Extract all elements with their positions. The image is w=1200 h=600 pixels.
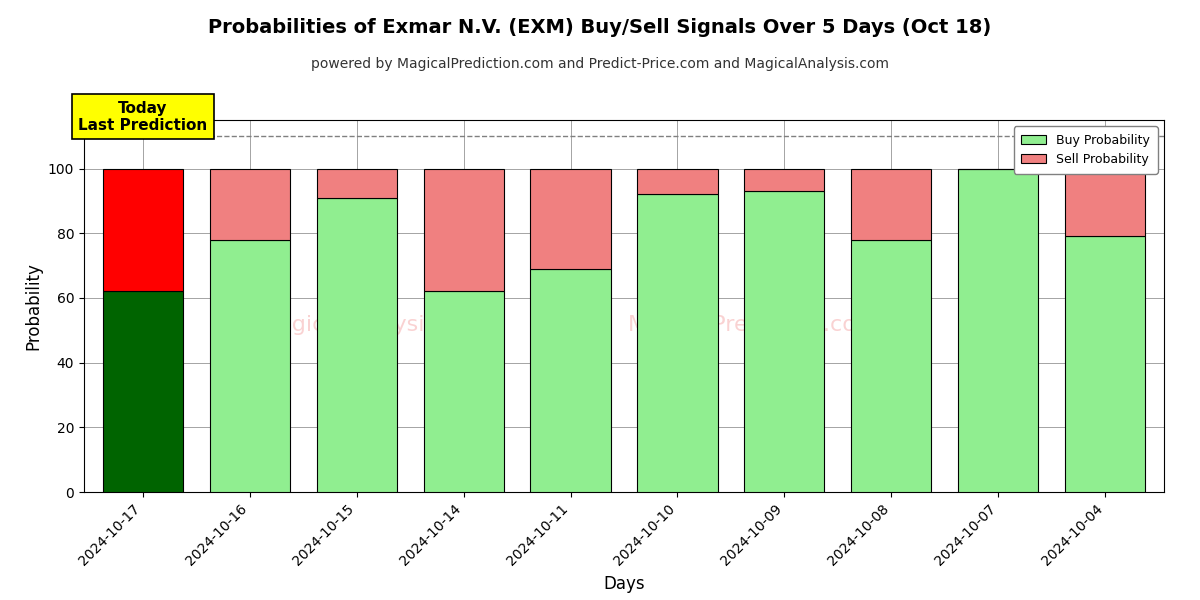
Bar bbox=[210, 239, 290, 492]
Text: MagicalPrediction.com: MagicalPrediction.com bbox=[629, 314, 878, 335]
Bar bbox=[851, 169, 931, 239]
Bar bbox=[103, 169, 182, 292]
Bar bbox=[424, 292, 504, 492]
Bar bbox=[851, 239, 931, 492]
Bar bbox=[317, 197, 397, 492]
Bar bbox=[424, 169, 504, 292]
Bar bbox=[317, 169, 397, 197]
Text: Probabilities of Exmar N.V. (EXM) Buy/Sell Signals Over 5 Days (Oct 18): Probabilities of Exmar N.V. (EXM) Buy/Se… bbox=[209, 18, 991, 37]
Bar bbox=[1066, 236, 1145, 492]
Bar bbox=[103, 292, 182, 492]
Bar bbox=[530, 169, 611, 269]
Text: powered by MagicalPrediction.com and Predict-Price.com and MagicalAnalysis.com: powered by MagicalPrediction.com and Pre… bbox=[311, 57, 889, 71]
Bar bbox=[958, 169, 1038, 492]
Bar bbox=[210, 169, 290, 239]
Text: MagicalAnalysis.com: MagicalAnalysis.com bbox=[259, 314, 492, 335]
Bar bbox=[637, 169, 718, 194]
Legend: Buy Probability, Sell Probability: Buy Probability, Sell Probability bbox=[1014, 126, 1158, 173]
Bar bbox=[1066, 169, 1145, 236]
Bar bbox=[744, 169, 824, 191]
Bar bbox=[744, 191, 824, 492]
Bar bbox=[637, 194, 718, 492]
Bar bbox=[530, 269, 611, 492]
X-axis label: Days: Days bbox=[604, 575, 644, 593]
Text: Today
Last Prediction: Today Last Prediction bbox=[78, 101, 208, 133]
Y-axis label: Probability: Probability bbox=[24, 262, 42, 350]
